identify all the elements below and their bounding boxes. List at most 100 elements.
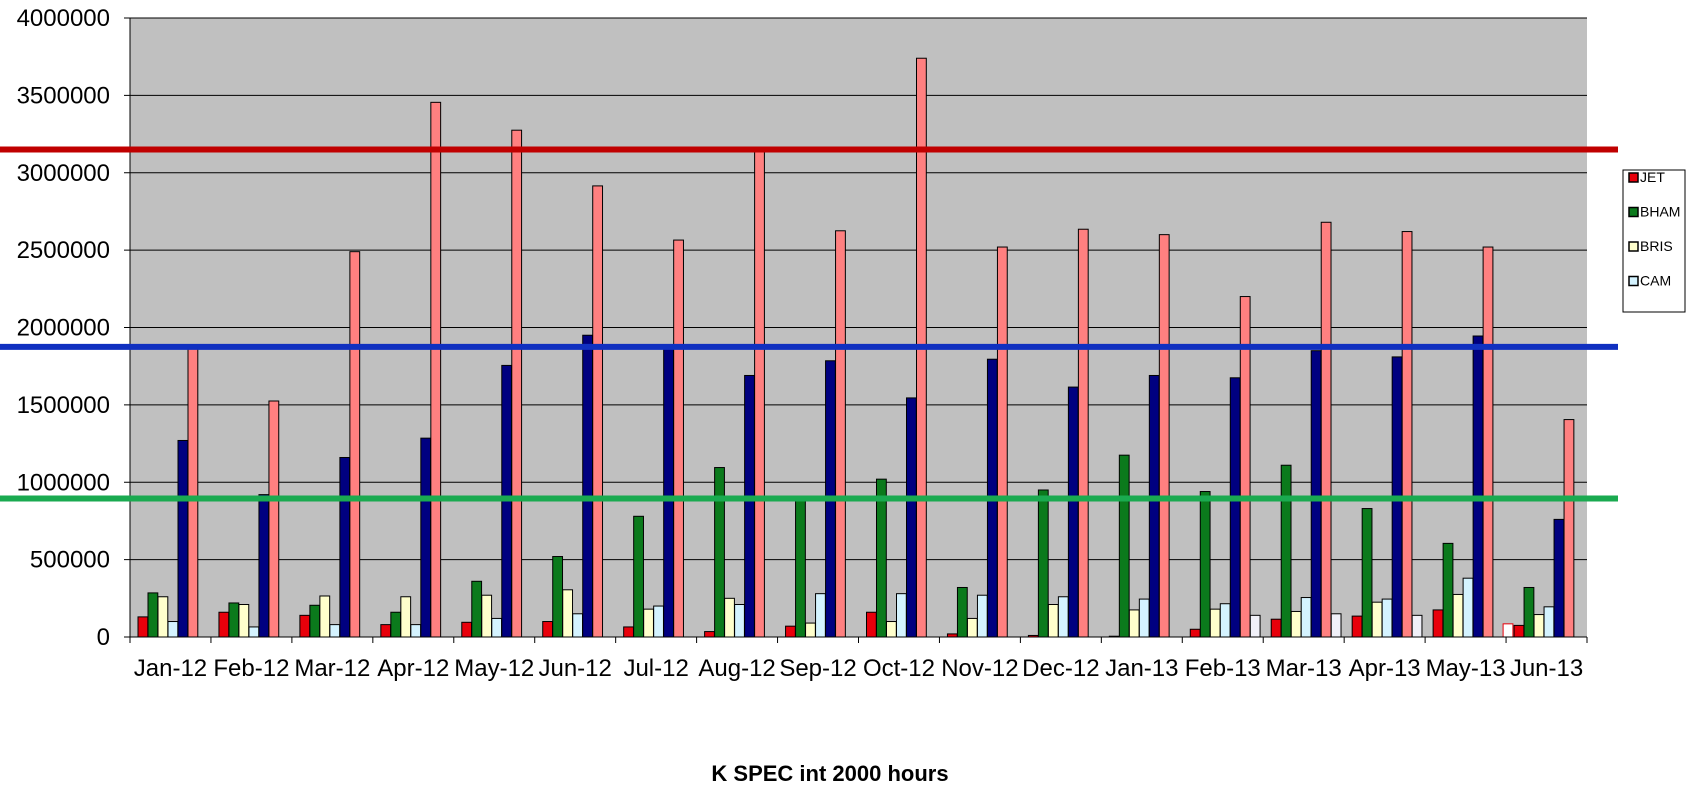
legend-swatch bbox=[1628, 172, 1639, 183]
bar bbox=[673, 239, 684, 638]
bar bbox=[339, 456, 351, 638]
bar bbox=[258, 494, 270, 638]
bar bbox=[1502, 623, 1514, 638]
bar bbox=[1513, 624, 1525, 638]
x-tick-label-line: Feb-13 bbox=[1185, 655, 1261, 682]
bar bbox=[1077, 228, 1089, 638]
y-tick-label: 3000000 bbox=[17, 160, 110, 187]
x-tick-label: Apr-13 bbox=[1349, 655, 1421, 682]
bar bbox=[795, 500, 806, 638]
bar bbox=[1533, 614, 1545, 638]
x-tick-label: Jul-12 bbox=[623, 655, 688, 682]
bar bbox=[966, 617, 978, 638]
x-tick-label: May-13 bbox=[1426, 655, 1506, 682]
bar bbox=[1219, 603, 1231, 638]
bar bbox=[329, 624, 341, 638]
bar bbox=[785, 625, 796, 638]
x-tick-label: Jun-12 bbox=[538, 655, 611, 682]
bar bbox=[744, 374, 755, 638]
bar bbox=[1553, 518, 1565, 638]
bar bbox=[1280, 464, 1292, 638]
bar bbox=[1452, 593, 1464, 638]
bar bbox=[653, 605, 664, 638]
bar bbox=[835, 230, 846, 638]
bar bbox=[1351, 615, 1363, 638]
bar bbox=[1189, 628, 1201, 638]
legend-swatch bbox=[1628, 275, 1639, 287]
bar bbox=[1290, 610, 1302, 638]
x-tick-label: Dec-12 bbox=[1022, 655, 1099, 682]
bar bbox=[218, 611, 230, 638]
y-tick-label: 2000000 bbox=[17, 315, 110, 342]
bar bbox=[1158, 234, 1170, 638]
x-tick-label: Jan-13 bbox=[1105, 655, 1178, 682]
bar bbox=[1381, 598, 1393, 638]
bar bbox=[1037, 489, 1049, 638]
bar bbox=[1310, 350, 1322, 638]
x-tick-label-line: Dec-12 bbox=[1022, 655, 1099, 682]
x-tick-label-line: Nov-12 bbox=[941, 655, 1018, 682]
bar bbox=[906, 397, 917, 638]
x-tick-label: Mar-12 bbox=[294, 655, 370, 682]
bar bbox=[1249, 614, 1261, 638]
y-axis-ticks: 0 500000 1000000 1500000 2000000 2500000 30000… bbox=[17, 5, 130, 651]
x-tick-label-line: Mar-13 bbox=[1266, 655, 1342, 682]
bar bbox=[623, 626, 634, 638]
x-tick-label-line: Mar-12 bbox=[294, 655, 370, 682]
bar bbox=[491, 617, 503, 638]
bar bbox=[157, 596, 169, 638]
x-tick-label-line: Aug-12 bbox=[698, 655, 775, 682]
x-tick-label-line: Jan-12 bbox=[134, 655, 207, 682]
bar bbox=[996, 246, 1008, 638]
x-tick-label: Aug-12 bbox=[698, 655, 775, 682]
x-tick-label-line: Oct-12 bbox=[863, 655, 935, 682]
gridlines bbox=[130, 17, 1587, 561]
bar bbox=[471, 580, 483, 638]
y-tick-label: 2500000 bbox=[17, 237, 110, 264]
y-tick-label: 3500000 bbox=[17, 82, 110, 109]
bar bbox=[238, 604, 250, 638]
bar bbox=[1462, 577, 1474, 638]
x-tick-label: Sep-12 bbox=[779, 655, 856, 682]
x-axis-ticks: Jan-12 Feb-12 Mar-12 Apr-12 May-12 Jun-12 Jul-… bbox=[129, 637, 1588, 682]
bar bbox=[1128, 609, 1140, 638]
bar bbox=[1047, 604, 1059, 638]
x-tick-label-line: Jul-12 bbox=[623, 655, 688, 682]
bar bbox=[1057, 596, 1069, 638]
bar bbox=[754, 146, 765, 638]
y-tick-label: 0 bbox=[97, 624, 110, 651]
x-tick-label-line: Feb-12 bbox=[213, 655, 289, 682]
bar bbox=[309, 604, 321, 638]
bar bbox=[228, 602, 240, 638]
x-tick-label-line: Jun-13 bbox=[1510, 655, 1583, 682]
bar bbox=[430, 101, 442, 638]
y-tick-label: 1500000 bbox=[17, 392, 110, 419]
legend-label: JET bbox=[1640, 169, 1665, 185]
x-tick-label-line: May-12 bbox=[454, 655, 534, 682]
bar bbox=[1563, 419, 1575, 638]
bar bbox=[1138, 598, 1150, 638]
x-tick-label: Apr-12 bbox=[377, 655, 449, 682]
bar bbox=[572, 613, 584, 638]
bar bbox=[1472, 335, 1484, 638]
reference-lines bbox=[0, 146, 1618, 502]
bar bbox=[410, 624, 422, 638]
bar bbox=[268, 400, 280, 638]
bar bbox=[1482, 246, 1494, 638]
x-tick-label: Mar-13 bbox=[1266, 655, 1342, 682]
bar bbox=[663, 347, 674, 638]
bar bbox=[177, 439, 189, 638]
bar bbox=[876, 478, 887, 638]
bar bbox=[1118, 454, 1130, 638]
bar bbox=[1209, 608, 1221, 638]
bar bbox=[461, 621, 473, 638]
bar bbox=[167, 621, 179, 638]
bar bbox=[1442, 542, 1454, 638]
bar bbox=[704, 631, 715, 638]
bar bbox=[349, 251, 361, 638]
x-tick-label: Oct-12 bbox=[863, 655, 935, 682]
bar bbox=[299, 614, 311, 638]
bar bbox=[147, 592, 159, 638]
bar bbox=[643, 608, 654, 638]
